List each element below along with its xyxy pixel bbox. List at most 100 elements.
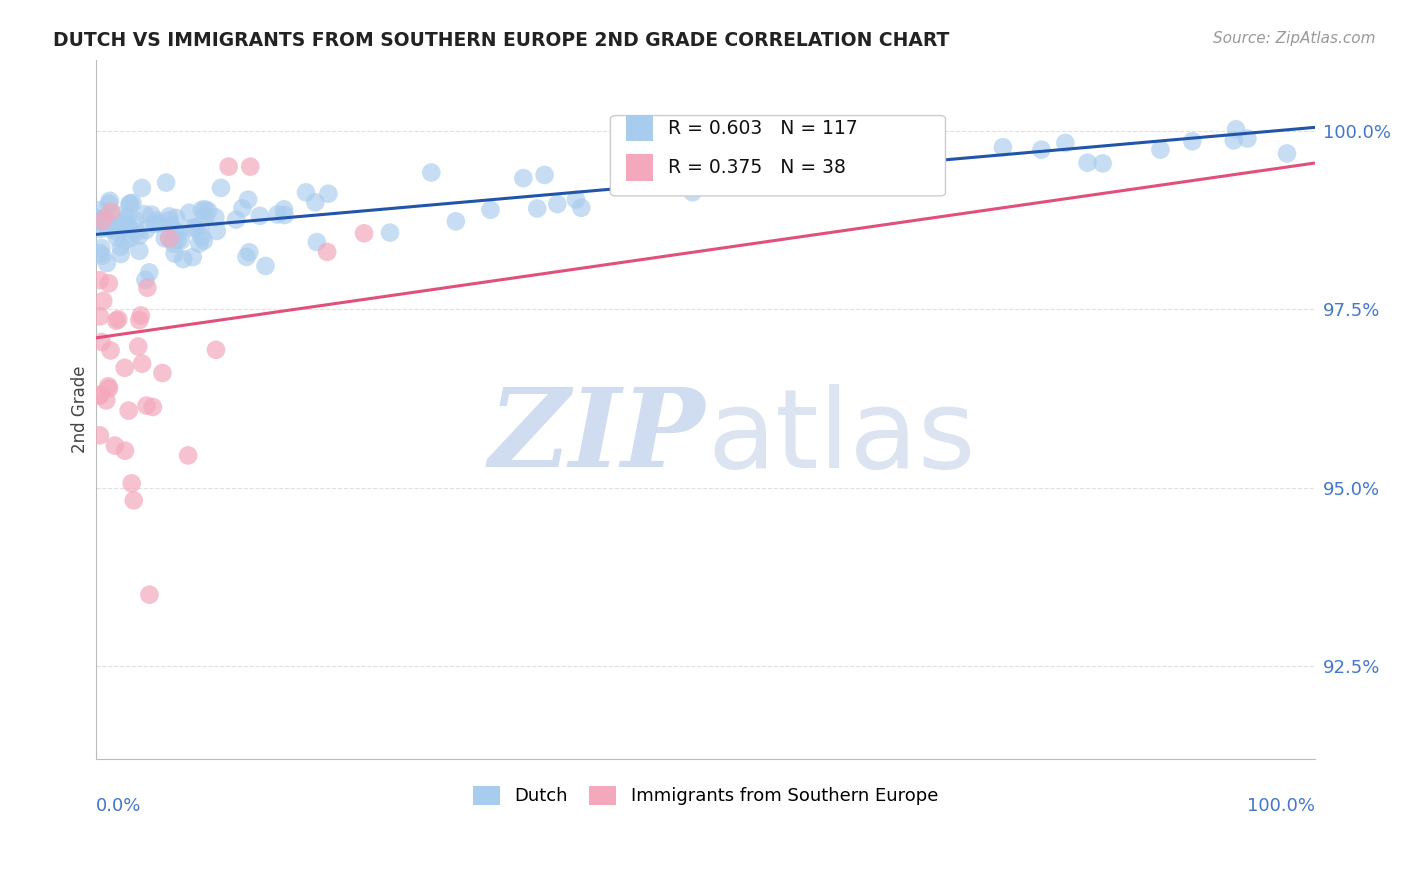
Point xyxy=(148,216,170,230)
Point xyxy=(1031,143,1053,157)
Point xyxy=(180,221,202,235)
Point xyxy=(117,221,139,235)
Point xyxy=(682,186,704,200)
Point xyxy=(94,211,117,225)
Point xyxy=(254,259,277,273)
Point xyxy=(100,204,122,219)
Point xyxy=(353,227,375,241)
Point xyxy=(218,160,240,174)
Point xyxy=(98,194,121,208)
Point xyxy=(420,165,443,179)
Text: R = 0.375   N = 38: R = 0.375 N = 38 xyxy=(668,159,845,178)
Point xyxy=(565,193,588,207)
Point xyxy=(115,213,138,227)
Point xyxy=(97,277,120,291)
Point xyxy=(114,360,136,375)
Point xyxy=(105,225,128,239)
Point xyxy=(117,403,139,417)
Point xyxy=(205,224,228,238)
Point xyxy=(120,196,142,211)
Point xyxy=(155,176,177,190)
Point xyxy=(800,165,823,179)
Point xyxy=(110,247,132,261)
Point xyxy=(273,208,295,222)
Point xyxy=(98,217,121,231)
Point xyxy=(131,357,153,371)
Text: DUTCH VS IMMIGRANTS FROM SOUTHERN EUROPE 2ND GRADE CORRELATION CHART: DUTCH VS IMMIGRANTS FROM SOUTHERN EUROPE… xyxy=(53,31,950,50)
Point xyxy=(121,476,143,491)
Point xyxy=(821,130,844,145)
Point xyxy=(136,281,159,295)
Point xyxy=(129,309,152,323)
Point xyxy=(166,233,188,247)
Point xyxy=(141,208,163,222)
Point xyxy=(117,218,139,232)
Point xyxy=(90,241,112,255)
Point xyxy=(89,389,111,403)
Text: Source: ZipAtlas.com: Source: ZipAtlas.com xyxy=(1212,31,1375,46)
Point xyxy=(122,493,145,508)
Point xyxy=(89,387,111,401)
Point xyxy=(194,202,217,217)
Point xyxy=(100,343,122,358)
Point xyxy=(273,202,295,217)
Point xyxy=(98,221,121,235)
Point xyxy=(1225,122,1247,136)
Point xyxy=(89,273,111,287)
Text: atlas: atlas xyxy=(707,384,976,491)
Point xyxy=(89,211,111,226)
FancyBboxPatch shape xyxy=(610,116,945,196)
Point xyxy=(295,186,318,200)
Point xyxy=(138,588,160,602)
Text: 0.0%: 0.0% xyxy=(96,797,142,815)
Point xyxy=(153,231,176,245)
Point xyxy=(114,234,136,248)
Point xyxy=(91,213,114,227)
Point xyxy=(759,148,782,162)
Point xyxy=(1236,131,1258,145)
Point xyxy=(157,231,180,245)
Point xyxy=(179,206,201,220)
Point xyxy=(91,212,114,227)
Point xyxy=(444,214,467,228)
Point xyxy=(479,202,502,217)
Point xyxy=(231,201,253,215)
Point xyxy=(157,210,180,224)
Point xyxy=(266,207,288,221)
Point xyxy=(96,393,118,408)
Point xyxy=(194,210,217,224)
Point xyxy=(104,439,127,453)
Point xyxy=(991,140,1014,154)
Point xyxy=(128,244,150,258)
Point xyxy=(163,236,186,251)
Point xyxy=(378,226,401,240)
FancyBboxPatch shape xyxy=(626,115,652,142)
Point xyxy=(91,249,114,263)
Point xyxy=(197,203,219,218)
Point xyxy=(110,240,132,254)
Point xyxy=(89,246,111,260)
Point xyxy=(118,231,141,245)
Point xyxy=(190,229,212,244)
Point xyxy=(105,208,128,222)
Point xyxy=(1149,143,1171,157)
Point xyxy=(138,265,160,279)
Point xyxy=(188,219,211,233)
Point xyxy=(127,339,149,353)
Point xyxy=(121,195,143,210)
Point xyxy=(107,312,129,326)
Point xyxy=(89,213,111,227)
Point xyxy=(131,181,153,195)
Point xyxy=(1076,155,1098,169)
Point xyxy=(93,216,115,230)
Point xyxy=(204,211,226,225)
Point xyxy=(89,203,111,218)
Point xyxy=(512,171,534,186)
Point xyxy=(96,256,118,270)
Text: 100.0%: 100.0% xyxy=(1247,797,1315,815)
Point xyxy=(188,236,211,251)
Point xyxy=(225,212,247,227)
Point xyxy=(238,245,260,260)
Point xyxy=(114,443,136,458)
Point xyxy=(305,235,328,249)
